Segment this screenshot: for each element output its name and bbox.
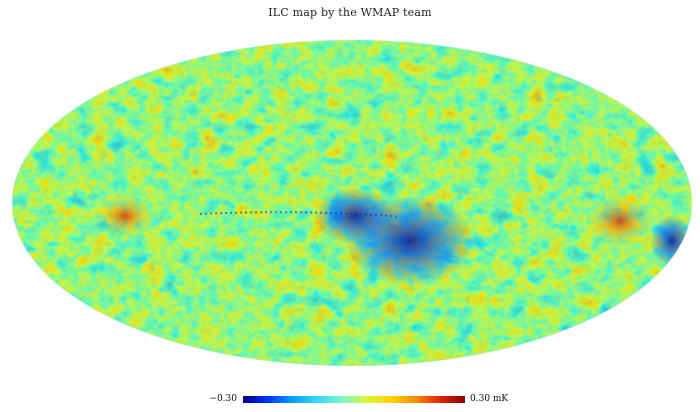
colorbar-gradient	[243, 396, 465, 403]
warm-region	[95, 194, 155, 238]
cold-region	[650, 215, 692, 267]
sky-map	[0, 36, 700, 366]
colorbar-min-label: −0.30	[209, 394, 237, 404]
cold-region	[315, 188, 395, 244]
warm-region	[585, 193, 655, 249]
cmb-temperature-field	[12, 40, 692, 366]
map-title: ILC map by the WMAP team	[268, 6, 432, 19]
colorbar: −0.30 0.30 mK	[0, 394, 700, 408]
galactic-plane-residual	[199, 211, 401, 218]
map-boundary	[11, 39, 693, 366]
mollweide-map-svg	[11, 39, 693, 366]
colorbar-max-label: 0.30 mK	[470, 394, 509, 404]
